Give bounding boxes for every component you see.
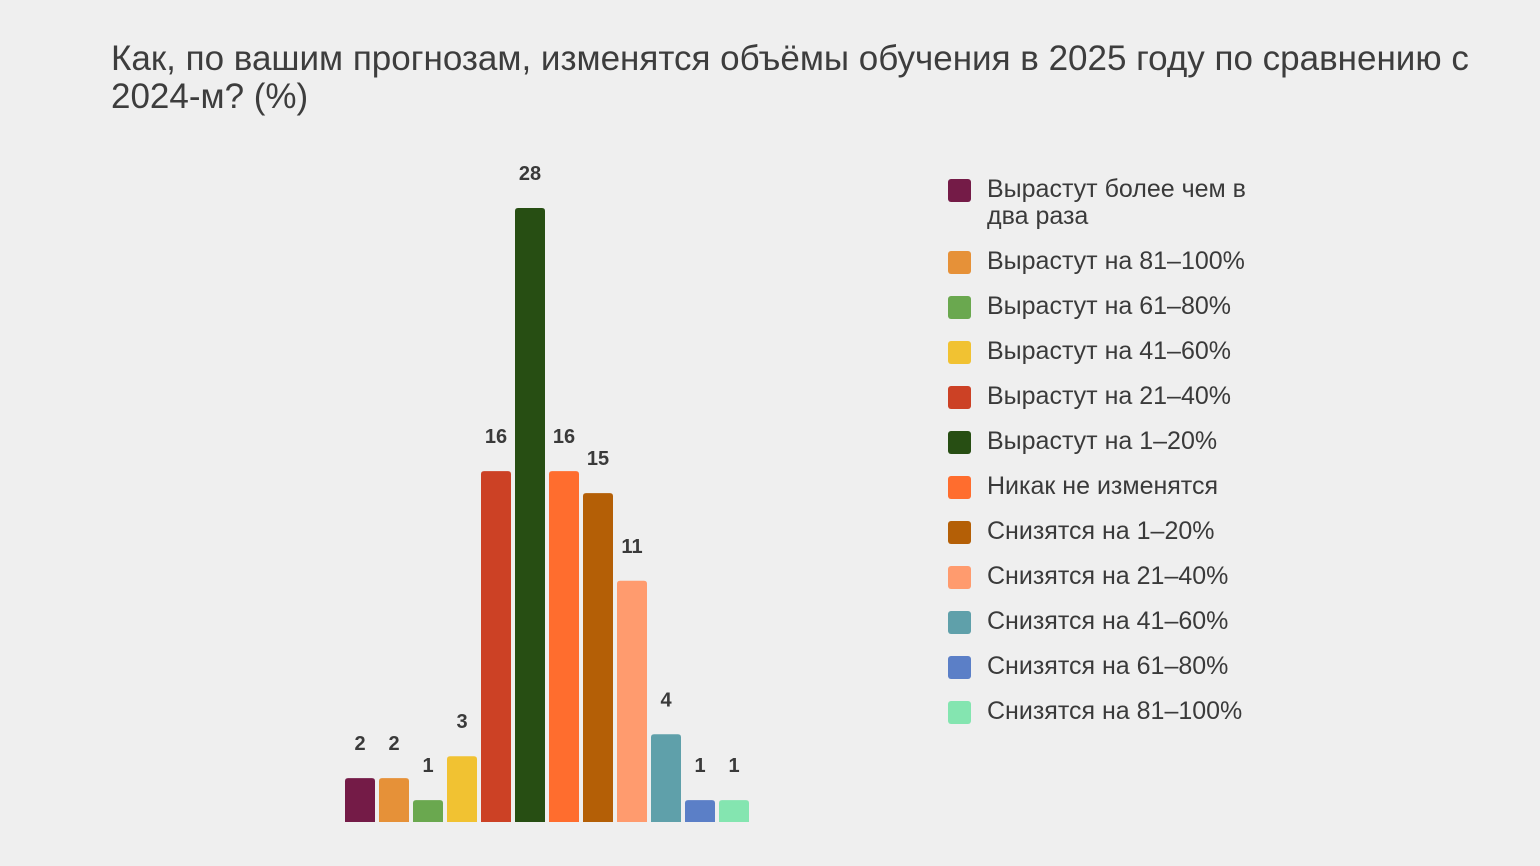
legend-label: Снизятся на 1–20% bbox=[987, 517, 1215, 545]
data-label: 4 bbox=[660, 689, 672, 711]
legend-swatch bbox=[948, 341, 971, 364]
bar bbox=[583, 493, 613, 822]
legend-item: Снизятся на 41–60% bbox=[948, 608, 1287, 635]
legend-swatch bbox=[948, 296, 971, 319]
legend-label: Вырастут на 1–20% bbox=[987, 427, 1218, 455]
legend-swatch bbox=[948, 386, 971, 409]
legend-label: Снизятся на 81–100% bbox=[987, 697, 1243, 725]
legend-swatch bbox=[948, 251, 971, 274]
legend-swatch bbox=[948, 431, 971, 454]
data-label: 15 bbox=[587, 448, 609, 470]
bar bbox=[481, 471, 511, 822]
legend: Вырастут более чем в два раза Вырастут на… bbox=[948, 176, 1287, 743]
legend-label: Вырастут на 41–60% bbox=[987, 337, 1231, 365]
legend-item: Вырастут на 61–80% bbox=[948, 293, 1287, 320]
legend-label: Вырастут более чем в два раза bbox=[987, 175, 1246, 230]
bar bbox=[447, 756, 477, 822]
bar bbox=[685, 800, 715, 822]
data-label: 11 bbox=[621, 536, 642, 558]
chart-title: Как, по вашим прогнозам, изменятся объём… bbox=[111, 39, 1469, 116]
data-label: 16 bbox=[553, 426, 575, 448]
data-label: 1 bbox=[694, 755, 705, 777]
legend-item: Вырастут более чем в два раза bbox=[948, 176, 1287, 230]
legend-item: Вырастут на 1–20% bbox=[948, 428, 1287, 455]
legend-swatch bbox=[948, 656, 971, 679]
legend-label: Снизятся на 61–80% bbox=[987, 652, 1229, 680]
legend-item: Снизятся на 21–40% bbox=[948, 563, 1287, 590]
legend-item: Вырастут на 21–40% bbox=[948, 383, 1287, 410]
legend-item: Никак не изменятся bbox=[948, 473, 1287, 500]
legend-label: Снизятся на 21–40% bbox=[987, 562, 1229, 590]
bar bbox=[345, 778, 375, 822]
data-label: 2 bbox=[388, 733, 399, 755]
data-label: 2 bbox=[354, 733, 365, 755]
legend-swatch bbox=[948, 701, 971, 724]
bar bbox=[515, 208, 545, 822]
data-label: 16 bbox=[485, 426, 507, 448]
bar bbox=[379, 778, 409, 822]
legend-item: Снизятся на 81–100% bbox=[948, 698, 1287, 725]
legend-label: Вырастут на 61–80% bbox=[987, 292, 1231, 320]
legend-label: Вырастут на 21–40% bbox=[987, 382, 1231, 410]
data-label: 3 bbox=[456, 711, 467, 733]
legend-swatch bbox=[948, 566, 971, 589]
legend-item: Снизятся на 1–20% bbox=[948, 518, 1287, 545]
legend-swatch bbox=[948, 521, 971, 544]
legend-swatch bbox=[948, 179, 971, 202]
bar bbox=[617, 580, 647, 822]
data-label: 1 bbox=[422, 755, 433, 777]
legend-item: Вырастут на 81–100% bbox=[948, 248, 1287, 275]
bar bbox=[719, 800, 749, 822]
data-label: 28 bbox=[519, 163, 541, 185]
legend-swatch bbox=[948, 611, 971, 634]
legend-item: Снизятся на 61–80% bbox=[948, 653, 1287, 680]
legend-label: Никак не изменятся bbox=[987, 472, 1219, 500]
bar bbox=[549, 471, 579, 822]
data-label: 1 bbox=[728, 755, 739, 777]
legend-label: Вырастут на 81–100% bbox=[987, 247, 1245, 275]
bar bbox=[413, 800, 443, 822]
legend-label: Снизятся на 41–60% bbox=[987, 607, 1229, 635]
legend-swatch bbox=[948, 476, 971, 499]
bar bbox=[651, 734, 681, 822]
legend-item: Вырастут на 41–60% bbox=[948, 338, 1287, 365]
